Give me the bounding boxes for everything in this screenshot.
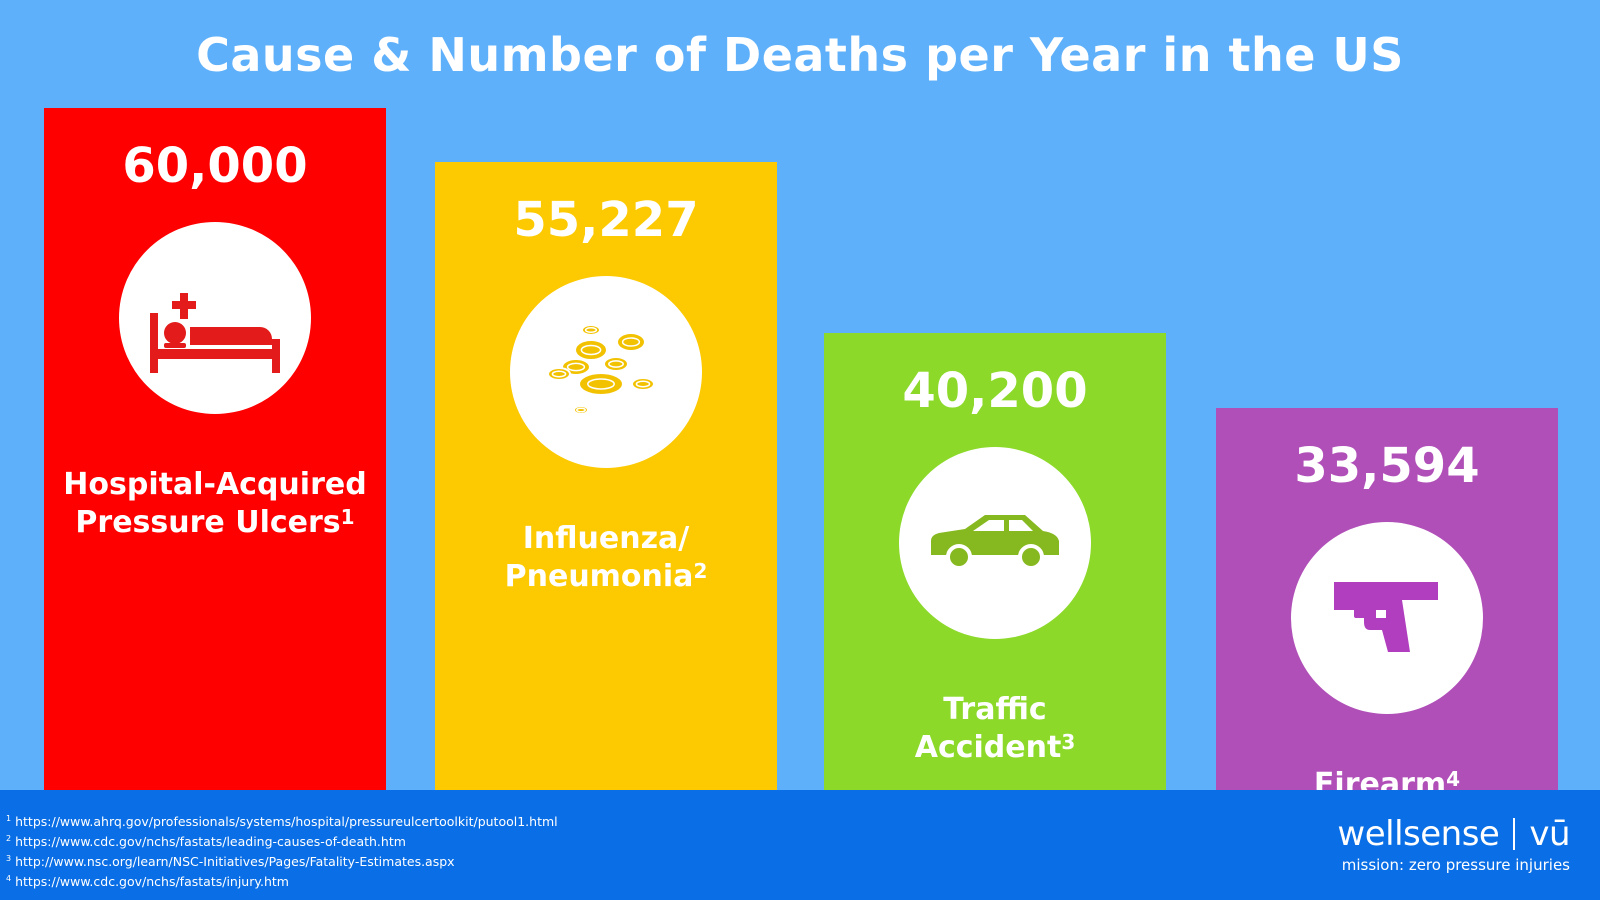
handgun-icon (1291, 522, 1483, 715)
bar: 40,200 Traffic Accident3 (824, 333, 1166, 790)
hospital-bed-icon (119, 222, 311, 414)
bar: 55,227 Influenza/Pneumonia2 (435, 162, 777, 790)
data-label: 55,227 (513, 192, 699, 249)
category-label: Hospital-Acquired Pressure Ulcers1 (63, 467, 367, 540)
category-label: Traffic Accident3 (914, 692, 1076, 766)
virus-cells-icon (510, 276, 702, 469)
bar-chart: 60,000 Hospital-Acquired Pressure Ulcers1… (44, 108, 1558, 802)
data-label: 40,200 (902, 363, 1088, 420)
brand-logo: wellsense vū mission: zero pressure injur… (1337, 814, 1570, 874)
brand-name: wellsense vū (1337, 814, 1570, 854)
bar: 33,594 Firearm4 (1216, 408, 1558, 802)
bar: 60,000 Hospital-Acquired Pressure Ulcers1 (44, 108, 386, 790)
chart-title: Cause & Number of Deaths per Year in the… (196, 28, 1404, 82)
brand-tagline: mission: zero pressure injuries (1341, 856, 1570, 874)
footer: 1 https://www.ahrq.gov/professionals/syst… (0, 790, 1600, 900)
reference-item[interactable]: 3 http://www.nsc.org/learn/NSC-Initiative… (6, 854, 455, 870)
references-list: 1 https://www.ahrq.gov/professionals/syst… (6, 810, 558, 891)
car-icon (899, 447, 1091, 640)
reference-item[interactable]: 2 https://www.cdc.gov/nchs/fastats/leadin… (6, 834, 406, 850)
reference-item[interactable]: 1 https://www.ahrq.gov/professionals/syst… (6, 814, 558, 830)
reference-item[interactable]: 4 https://www.cdc.gov/nchs/fastats/injury… (6, 874, 289, 890)
category-label: Influenza/Pneumonia2 (504, 521, 708, 595)
data-label: 33,594 (1294, 438, 1480, 495)
data-label: 60,000 (122, 138, 308, 194)
